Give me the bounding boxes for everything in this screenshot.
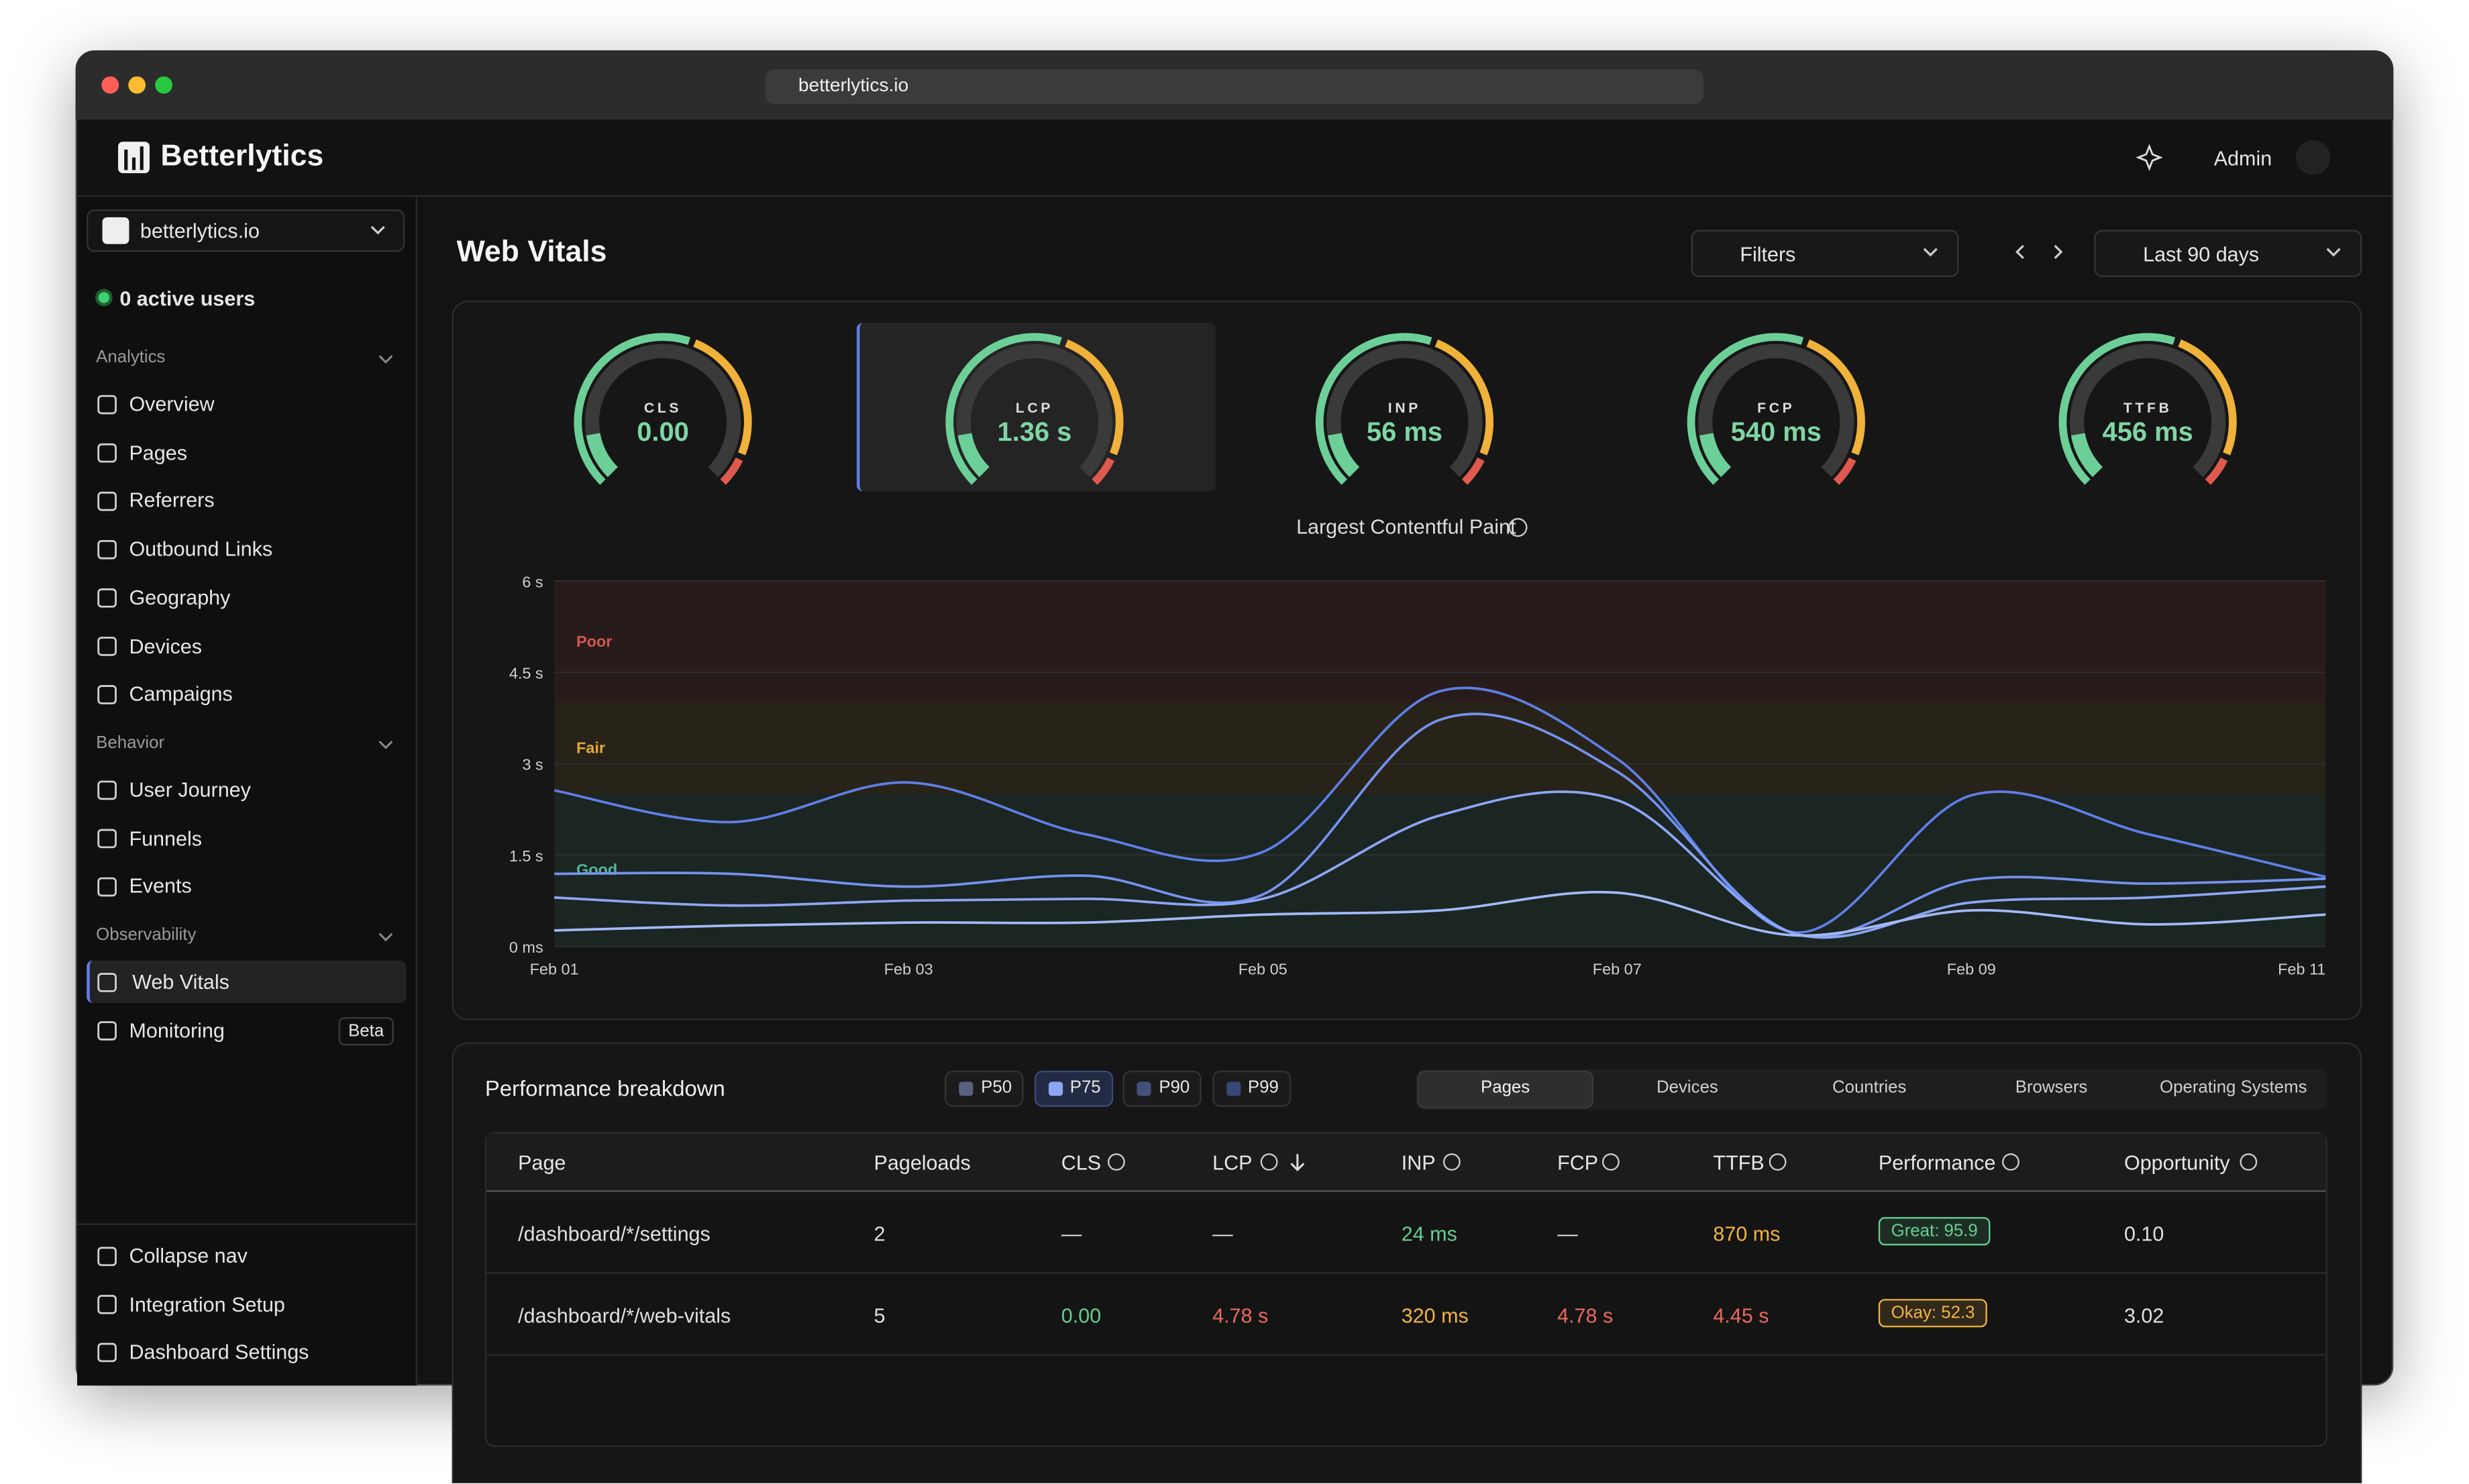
column-header[interactable]: Performance bbox=[1878, 1151, 1996, 1175]
sidebar bbox=[76, 197, 417, 1386]
percentile-label: P99 bbox=[1247, 1078, 1279, 1098]
site-select[interactable] bbox=[87, 209, 405, 252]
column-header[interactable]: FCP bbox=[1557, 1151, 1599, 1175]
nav-item[interactable]: Overview bbox=[129, 392, 215, 416]
cell: 4.78 s bbox=[1212, 1304, 1269, 1328]
cell: 3.02 bbox=[2123, 1304, 2164, 1328]
column-header[interactable]: INP bbox=[1401, 1151, 1436, 1175]
nav-item[interactable]: Pages bbox=[129, 440, 187, 464]
nav-item[interactable]: Monitoring bbox=[129, 1018, 225, 1042]
nav-item[interactable]: Devices bbox=[129, 633, 202, 657]
cell: — bbox=[1212, 1222, 1233, 1246]
nav-item[interactable]: User Journey bbox=[129, 778, 251, 802]
column-header[interactable]: CLS bbox=[1061, 1151, 1102, 1175]
tab[interactable]: Devices bbox=[1657, 1078, 1718, 1098]
percentile-label: P75 bbox=[1069, 1078, 1101, 1098]
column-header[interactable]: Pageloads bbox=[874, 1151, 971, 1175]
nav-item[interactable]: Campaigns bbox=[129, 682, 233, 706]
percentile-label: P90 bbox=[1159, 1078, 1190, 1098]
column-header[interactable]: Opportunity bbox=[2123, 1151, 2230, 1175]
nav-item[interactable]: Geography bbox=[129, 585, 231, 609]
percentile-swatch bbox=[1137, 1081, 1151, 1096]
cell: 24 ms bbox=[1401, 1222, 1457, 1246]
filters-button[interactable] bbox=[1691, 229, 1959, 278]
site-name: betterlytics.io bbox=[140, 219, 260, 243]
user-name[interactable]: Admin bbox=[2213, 146, 2272, 170]
column-header[interactable]: Page bbox=[518, 1151, 566, 1175]
nav-item[interactable]: Web Vitals bbox=[132, 969, 229, 994]
column-header[interactable]: LCP bbox=[1212, 1151, 1253, 1175]
cell: 870 ms bbox=[1713, 1222, 1781, 1246]
column-header[interactable]: TTFB bbox=[1713, 1151, 1765, 1175]
cell: — bbox=[1061, 1222, 1082, 1246]
breakdown-title: Performance breakdown bbox=[484, 1075, 725, 1101]
cell: /dashboard/*/settings bbox=[518, 1222, 711, 1246]
cell: /dashboard/*/web-vitals bbox=[518, 1304, 731, 1328]
chart-card bbox=[452, 301, 2362, 1020]
section-title: Analytics bbox=[96, 348, 166, 367]
url-bar bbox=[765, 69, 1704, 104]
tab[interactable]: Pages bbox=[1481, 1078, 1530, 1098]
section-title: Observability bbox=[96, 925, 197, 945]
cell: 4.45 s bbox=[1713, 1304, 1769, 1328]
cell: 2 bbox=[874, 1222, 886, 1246]
url: betterlytics.io bbox=[798, 74, 909, 97]
cell: — bbox=[1557, 1222, 1578, 1246]
percentile-chip[interactable] bbox=[945, 1070, 1024, 1107]
cell: 5 bbox=[874, 1304, 886, 1328]
nav-badge: Beta bbox=[338, 1016, 394, 1045]
nav-item[interactable]: Referrers bbox=[129, 488, 215, 513]
footer-item[interactable]: Collapse nav bbox=[129, 1244, 248, 1268]
chart-title: Largest Contentful Paint bbox=[1296, 515, 1516, 539]
active-users: 0 active users bbox=[119, 286, 256, 311]
cell: 0.10 bbox=[2123, 1222, 2164, 1246]
row-divider bbox=[486, 1354, 2326, 1356]
percentile-chip[interactable] bbox=[1211, 1070, 1291, 1107]
sidebar-divider bbox=[76, 1223, 417, 1225]
cell: 0.00 bbox=[1061, 1304, 1102, 1328]
nav-item[interactable]: Outbound Links bbox=[129, 537, 273, 561]
tab-active bbox=[1417, 1070, 1594, 1109]
score-badge: Okay: 52.3 bbox=[1878, 1299, 1988, 1328]
tab[interactable]: Browsers bbox=[2015, 1078, 2088, 1098]
nav-item[interactable]: Events bbox=[129, 874, 192, 898]
percentile-swatch bbox=[1226, 1081, 1241, 1096]
footer-item[interactable]: Integration Setup bbox=[129, 1291, 285, 1316]
brand: Betterlytics bbox=[160, 140, 324, 174]
score-badge: Great: 95.9 bbox=[1878, 1217, 1991, 1246]
filters-label: Filters bbox=[1740, 242, 1796, 266]
nav-active bbox=[87, 960, 407, 1003]
tab[interactable]: Operating Systems bbox=[2160, 1078, 2307, 1098]
percentile-swatch bbox=[1047, 1081, 1062, 1096]
percentile-label: P50 bbox=[981, 1078, 1012, 1098]
cell: 320 ms bbox=[1401, 1304, 1469, 1328]
section-title: Behavior bbox=[96, 733, 165, 753]
cell: 4.78 s bbox=[1557, 1304, 1614, 1328]
percentile-swatch bbox=[959, 1081, 974, 1096]
percentile-chip[interactable] bbox=[1033, 1070, 1113, 1107]
page-title: Web Vitals bbox=[456, 236, 607, 270]
gauge-selected bbox=[856, 323, 1216, 492]
footer-item[interactable]: Dashboard Settings bbox=[129, 1340, 309, 1364]
row-divider bbox=[486, 1272, 2326, 1274]
tab[interactable]: Countries bbox=[1832, 1078, 1907, 1098]
app-header bbox=[76, 119, 2392, 197]
percentile-chip[interactable] bbox=[1122, 1070, 1202, 1107]
range-label: Last 90 days bbox=[2143, 242, 2260, 266]
nav-item[interactable]: Funnels bbox=[129, 826, 202, 850]
